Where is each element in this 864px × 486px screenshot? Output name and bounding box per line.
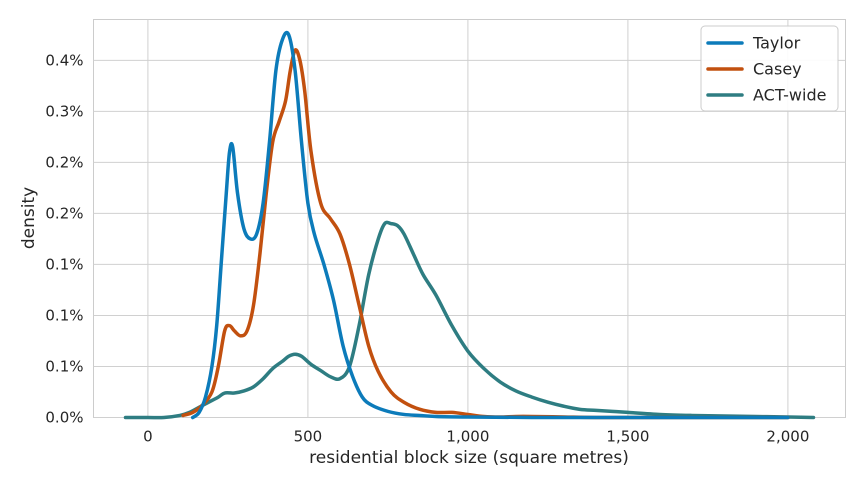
y-tick-label: 0.1%	[45, 357, 83, 375]
series-line-taylor	[190, 30, 790, 420]
y-tick-label: 0.0%	[45, 409, 83, 427]
y-tick-label: 0.4%	[45, 51, 83, 69]
y-tick-label: 0.1%	[45, 255, 83, 273]
legend-label: Casey	[753, 60, 802, 79]
x-tick-label: 500	[294, 428, 323, 446]
legend-label: ACT-wide	[753, 86, 826, 105]
x-tick-label: 2,000	[766, 428, 809, 446]
x-tick-label: 0	[143, 428, 153, 446]
y-axis: 0.0% 0.1% 0.1% 0.1% 0.2% 0.2% 0.3% 0.4%	[45, 51, 83, 426]
x-tick-label: 1,000	[446, 428, 489, 446]
x-axis: 0 500 1,000 1,500 2,000	[143, 428, 809, 446]
x-tick-label: 1,500	[606, 428, 649, 446]
series-lines	[123, 30, 816, 420]
x-axis-label: residential block size (square metres)	[309, 448, 629, 468]
y-tick-label: 0.2%	[45, 204, 83, 222]
y-tick-label: 0.3%	[45, 102, 83, 120]
y-tick-label: 0.1%	[45, 306, 83, 324]
series-line-act-wide	[123, 220, 816, 420]
legend: Taylor Casey ACT-wide	[700, 25, 839, 112]
y-axis-label: density	[19, 187, 39, 249]
y-tick-label: 0.2%	[45, 153, 83, 171]
legend-label: Taylor	[752, 34, 801, 53]
legend-box	[700, 25, 839, 112]
